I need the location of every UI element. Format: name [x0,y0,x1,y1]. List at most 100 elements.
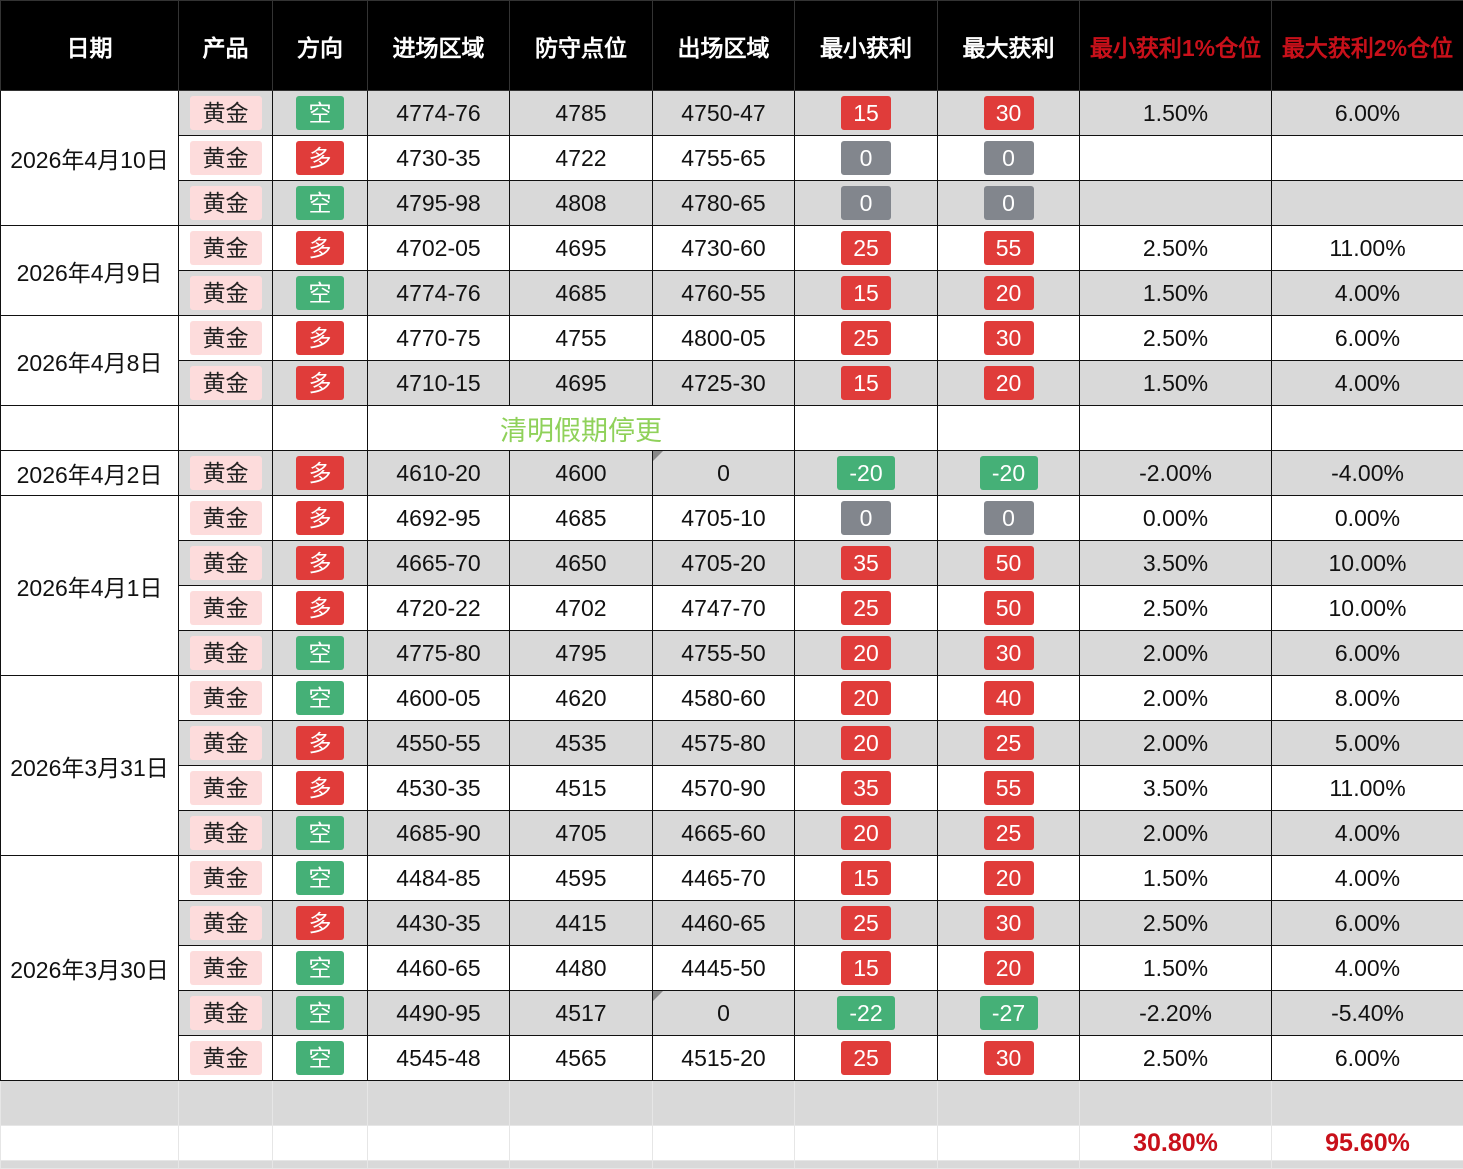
min-profit-badge: 15 [841,96,891,130]
product-badge: 黄金 [190,141,262,175]
min-profit-cell: 15 [795,946,938,991]
min-profit-cell: 0 [795,136,938,181]
product-cell: 黄金 [179,631,273,676]
empty-cell [795,406,938,451]
max-profit-badge: 55 [984,771,1034,805]
min-profit-cell: -22 [795,991,938,1036]
entry-cell: 4774-76 [368,91,510,136]
exit-cell: 0 [653,451,795,496]
header-min-profit: 最小获利 [795,1,938,91]
max-profit-cell: 20 [938,271,1080,316]
stop-cell: 4595 [510,856,653,901]
direction-cell: 空 [273,631,368,676]
stop-cell: 4695 [510,361,653,406]
direction-cell: 空 [273,811,368,856]
product-cell: 黄金 [179,811,273,856]
max-profit-badge: 25 [984,816,1034,850]
max-profit-cell: 20 [938,361,1080,406]
direction-cell: 多 [273,586,368,631]
max-profit-cell: 50 [938,541,1080,586]
stop-cell: 4685 [510,496,653,541]
holiday-row: 清明假期停更 [1,406,1463,451]
entry-cell: 4774-76 [368,271,510,316]
max-profit-cell: -27 [938,991,1080,1036]
header-stop: 防守点位 [510,1,653,91]
max-profit-pct-cell: 10.00% [1272,586,1463,631]
min-profit-badge: 20 [841,681,891,715]
min-profit-badge: -22 [837,996,895,1030]
total-max-profit-pct: 95.60% [1272,1126,1463,1161]
max-profit-badge: 20 [984,861,1034,895]
max-profit-badge: 20 [984,951,1034,985]
direction-cell: 空 [273,856,368,901]
max-profit-pct-cell: 4.00% [1272,271,1463,316]
product-badge: 黄金 [190,501,262,535]
entry-cell: 4600-05 [368,676,510,721]
direction-cell: 多 [273,361,368,406]
entry-cell: 4770-75 [368,316,510,361]
direction-cell: 多 [273,316,368,361]
direction-cell: 多 [273,496,368,541]
max-profit-pct-cell: 6.00% [1272,316,1463,361]
min-profit-badge: 25 [841,1041,891,1075]
stop-cell: 4685 [510,271,653,316]
product-badge: 黄金 [190,1041,262,1075]
entry-cell: 4545-48 [368,1036,510,1081]
product-cell: 黄金 [179,91,273,136]
blank-row [1,1081,1463,1126]
min-profit-pct-cell: 2.50% [1080,226,1272,271]
stop-cell: 4702 [510,586,653,631]
max-profit-pct-cell: 4.00% [1272,811,1463,856]
total-min-profit-pct: 30.80% [1080,1126,1272,1161]
exit-cell: 4755-65 [653,136,795,181]
product-cell: 黄金 [179,676,273,721]
max-profit-cell: 55 [938,226,1080,271]
max-profit-badge: 30 [984,906,1034,940]
min-profit-pct-cell: 0.00% [1080,496,1272,541]
max-profit-badge: 40 [984,681,1034,715]
exit-cell: 4465-70 [653,856,795,901]
min-profit-pct-cell: 2.50% [1080,1036,1272,1081]
max-profit-pct-cell [1272,136,1463,181]
direction-badge: 多 [296,141,344,175]
direction-cell: 空 [273,271,368,316]
product-cell: 黄金 [179,541,273,586]
min-profit-badge: 35 [841,546,891,580]
max-profit-badge: 0 [984,186,1034,220]
header-row: 日期 产品 方向 进场区域 防守点位 出场区域 最小获利 最大获利 最小获利1%… [1,1,1463,91]
product-cell: 黄金 [179,586,273,631]
direction-cell: 多 [273,451,368,496]
direction-cell: 空 [273,181,368,226]
max-profit-cell: 20 [938,856,1080,901]
stop-cell: 4785 [510,91,653,136]
direction-cell: 多 [273,766,368,811]
max-profit-pct-cell: 0.00% [1272,496,1463,541]
product-badge: 黄金 [190,861,262,895]
exit-cell: 4460-65 [653,901,795,946]
max-profit-pct-cell: 4.00% [1272,946,1463,991]
exit-cell: 4515-20 [653,1036,795,1081]
min-profit-pct-cell: -2.20% [1080,991,1272,1036]
min-profit-cell: 35 [795,541,938,586]
max-profit-pct-cell: 6.00% [1272,1036,1463,1081]
min-profit-cell: 35 [795,766,938,811]
direction-cell: 多 [273,901,368,946]
max-profit-badge: 50 [984,591,1034,625]
min-profit-cell: 25 [795,586,938,631]
min-profit-pct-cell: 1.50% [1080,856,1272,901]
stop-cell: 4600 [510,451,653,496]
direction-badge: 空 [296,996,344,1030]
max-profit-cell: 50 [938,586,1080,631]
max-profit-pct-cell: 6.00% [1272,901,1463,946]
exit-cell: 4750-47 [653,91,795,136]
entry-cell: 4490-95 [368,991,510,1036]
min-profit-pct-cell: 2.50% [1080,586,1272,631]
